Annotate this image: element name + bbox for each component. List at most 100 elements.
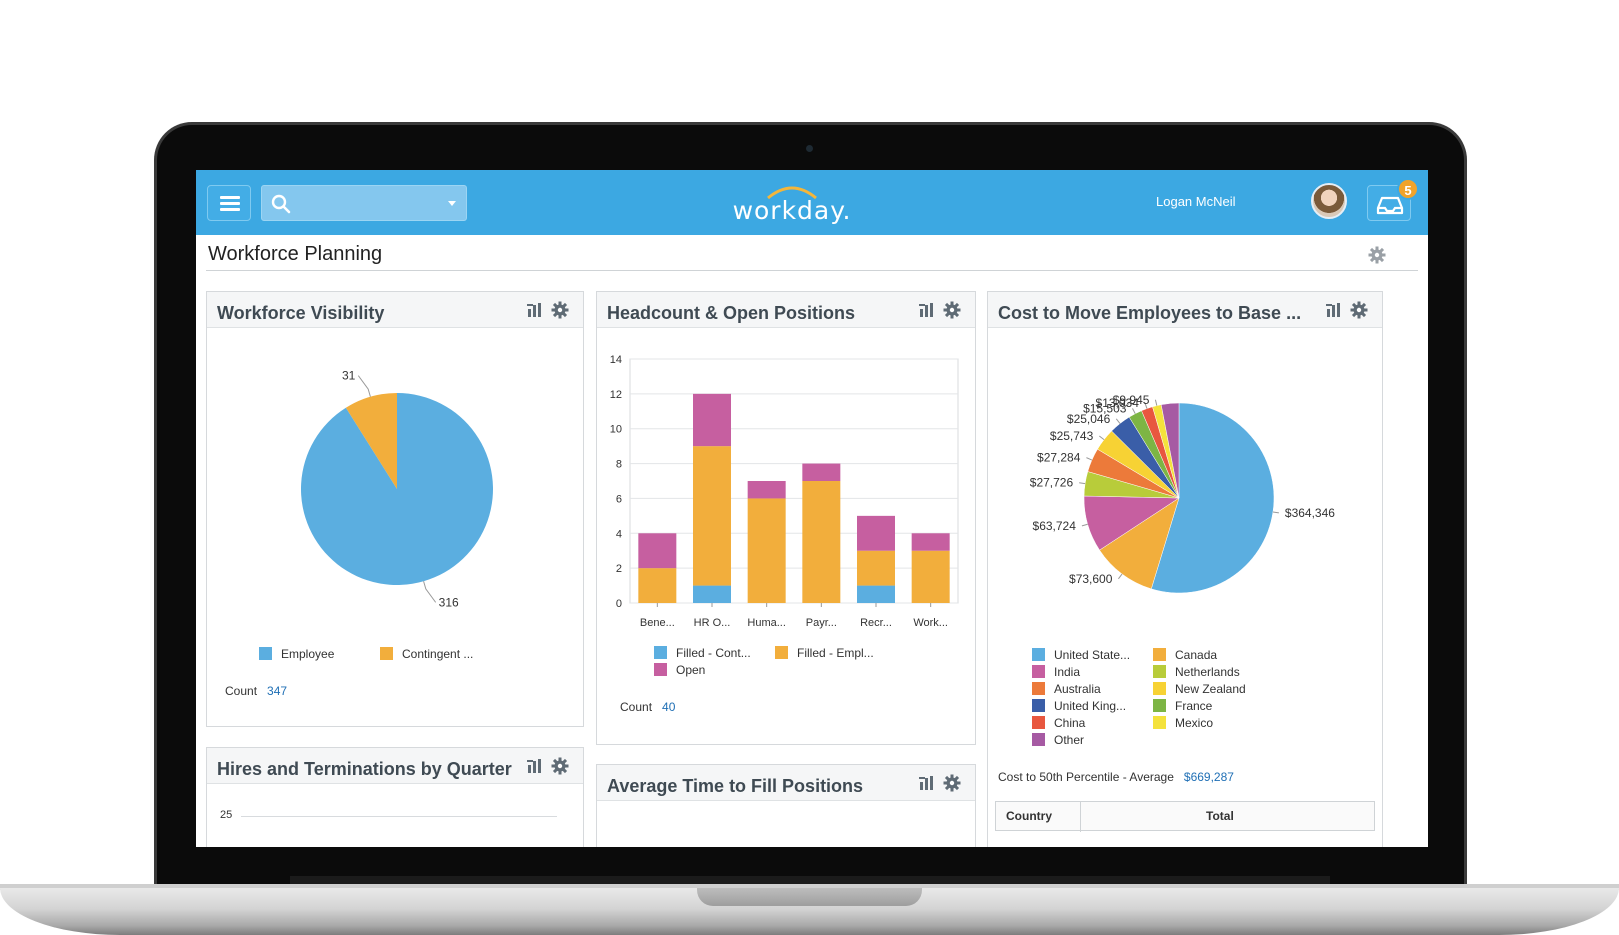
legend-swatch bbox=[1032, 733, 1045, 746]
legend-item-contingent[interactable]: Contingent ... bbox=[380, 647, 473, 661]
pie-leader-line bbox=[1115, 418, 1121, 424]
card-header: Average Time to Fill Positions bbox=[597, 765, 975, 801]
x-tick-label: Recr... bbox=[860, 617, 892, 629]
legend-item[interactable]: Canada bbox=[1153, 648, 1217, 662]
legend-item[interactable]: Netherlands bbox=[1153, 665, 1240, 679]
pie-data-label: $73,600 bbox=[1069, 572, 1113, 586]
page-title-divider bbox=[206, 270, 1418, 271]
gear-icon[interactable] bbox=[943, 774, 961, 792]
legend-swatch bbox=[1153, 682, 1166, 695]
x-tick-label: Huma... bbox=[747, 617, 786, 629]
headcount-card: Headcount & Open Positions 0 2 4 6 8 10 12 14 Be… bbox=[596, 291, 976, 745]
card-tools bbox=[1325, 301, 1371, 319]
user-name[interactable]: Logan McNeil bbox=[1156, 194, 1236, 209]
bar-segment[interactable] bbox=[747, 498, 786, 603]
chevron-down-icon[interactable] bbox=[448, 201, 456, 206]
menu-button[interactable] bbox=[207, 185, 251, 221]
card-tools bbox=[526, 757, 572, 775]
y-tick-label: 10 bbox=[610, 424, 622, 436]
workday-logo[interactable]: workday. bbox=[732, 180, 852, 228]
bar-segment[interactable] bbox=[802, 481, 841, 603]
legend-item[interactable]: Australia bbox=[1032, 682, 1101, 696]
count-value[interactable]: 40 bbox=[662, 700, 676, 714]
summary-value[interactable]: $669,287 bbox=[1183, 770, 1234, 784]
legend-swatch bbox=[775, 646, 788, 659]
gear-icon[interactable] bbox=[551, 301, 569, 319]
plot-area bbox=[629, 358, 959, 604]
gear-icon[interactable] bbox=[551, 757, 569, 775]
legend-swatch bbox=[380, 647, 393, 660]
bar-chart-icon[interactable] bbox=[526, 757, 544, 775]
bar-segment[interactable] bbox=[911, 550, 950, 603]
gear-icon[interactable] bbox=[1368, 246, 1386, 264]
bar-chart-icon[interactable] bbox=[918, 301, 936, 319]
bar-segment[interactable] bbox=[857, 550, 895, 586]
legend-swatch bbox=[1032, 699, 1045, 712]
bar-segment[interactable] bbox=[857, 585, 895, 603]
legend-item[interactable]: New Zealand bbox=[1153, 682, 1246, 696]
legend-label: United King... bbox=[1054, 699, 1127, 713]
pie-slice-other[interactable] bbox=[1160, 402, 1180, 499]
avatar[interactable] bbox=[1311, 183, 1347, 219]
pie-leader-line bbox=[1272, 511, 1279, 514]
legend-label: China bbox=[1054, 716, 1086, 730]
webcam bbox=[806, 145, 813, 152]
search-icon bbox=[271, 194, 291, 214]
inbox-count-badge[interactable]: 5 bbox=[1397, 178, 1419, 200]
pie-slice-canada[interactable] bbox=[1099, 497, 1180, 590]
legend-item-open[interactable]: Open bbox=[654, 663, 705, 677]
gear-icon[interactable] bbox=[1350, 301, 1368, 319]
bar-chart-icon[interactable] bbox=[526, 301, 544, 319]
bar-segment[interactable] bbox=[911, 533, 950, 551]
bar-chart-icon[interactable] bbox=[918, 774, 936, 792]
bar-segment[interactable] bbox=[747, 481, 786, 499]
legend-item[interactable]: France bbox=[1153, 699, 1212, 713]
count-value[interactable]: 347 bbox=[267, 684, 288, 698]
legend-item-employee[interactable]: Employee bbox=[259, 647, 334, 661]
bar-segment[interactable] bbox=[857, 515, 895, 551]
pie-slice-contingent-[interactable] bbox=[345, 393, 397, 489]
gear-icon[interactable] bbox=[943, 301, 961, 319]
card-title: Cost to Move Employees to Base ... bbox=[998, 303, 1302, 323]
search-input[interactable] bbox=[261, 185, 467, 221]
pie-data-label: $25,743 bbox=[1050, 429, 1094, 443]
bar-segment[interactable] bbox=[638, 568, 677, 603]
bar-segment[interactable] bbox=[638, 533, 677, 569]
table-header-country[interactable]: Country bbox=[1006, 809, 1052, 823]
bar-segment[interactable] bbox=[693, 446, 731, 586]
legend-item[interactable]: United State... bbox=[1032, 648, 1130, 662]
cost-to-move-card: Cost to Move Employees to Base ... $364,… bbox=[987, 291, 1383, 847]
table-header-total[interactable]: Total bbox=[1206, 809, 1234, 823]
count-label: Count bbox=[225, 684, 258, 698]
bar-segment[interactable] bbox=[693, 585, 731, 603]
card-title: Average Time to Fill Positions bbox=[607, 776, 864, 796]
avg-time-card: Average Time to Fill Positions bbox=[596, 764, 976, 847]
y-tick-label: 6 bbox=[616, 493, 622, 505]
pie-slice-united-state[interactable] bbox=[1150, 402, 1275, 594]
legend-label: United State... bbox=[1054, 648, 1131, 662]
legend-item[interactable]: United King... bbox=[1032, 699, 1126, 713]
y-tick-label: 14 bbox=[610, 354, 622, 366]
legend-item[interactable]: Other bbox=[1032, 733, 1084, 747]
bar-segment[interactable] bbox=[693, 393, 731, 447]
legend-item[interactable]: India bbox=[1032, 665, 1080, 679]
legend-swatch bbox=[1153, 716, 1166, 729]
count-label: Count bbox=[620, 700, 653, 714]
legend-swatch bbox=[1032, 682, 1045, 695]
bar-segment[interactable] bbox=[802, 463, 841, 481]
x-tick-label: Work... bbox=[913, 617, 948, 629]
legend-label: Filled - Empl... bbox=[797, 646, 874, 660]
legend-item-filled-empl[interactable]: Filled - Empl... bbox=[775, 646, 874, 660]
legend-item-filled-cont[interactable]: Filled - Cont... bbox=[654, 646, 751, 660]
pie-data-label: $9,945 bbox=[1113, 393, 1150, 407]
logo-arc bbox=[767, 186, 817, 200]
bar-chart-icon[interactable] bbox=[1325, 301, 1343, 319]
app-screen: workday. Logan McNeil 5 Workforce Planni… bbox=[196, 170, 1428, 847]
axis-tick: 25 bbox=[220, 809, 233, 821]
legend-item[interactable]: China bbox=[1032, 716, 1085, 730]
pie-leader-line bbox=[1081, 523, 1088, 527]
pie-data-label: 316 bbox=[439, 595, 459, 609]
legend-item[interactable]: Mexico bbox=[1153, 716, 1213, 730]
legend-label: Mexico bbox=[1175, 716, 1214, 730]
pie-leader-line bbox=[1086, 457, 1093, 461]
